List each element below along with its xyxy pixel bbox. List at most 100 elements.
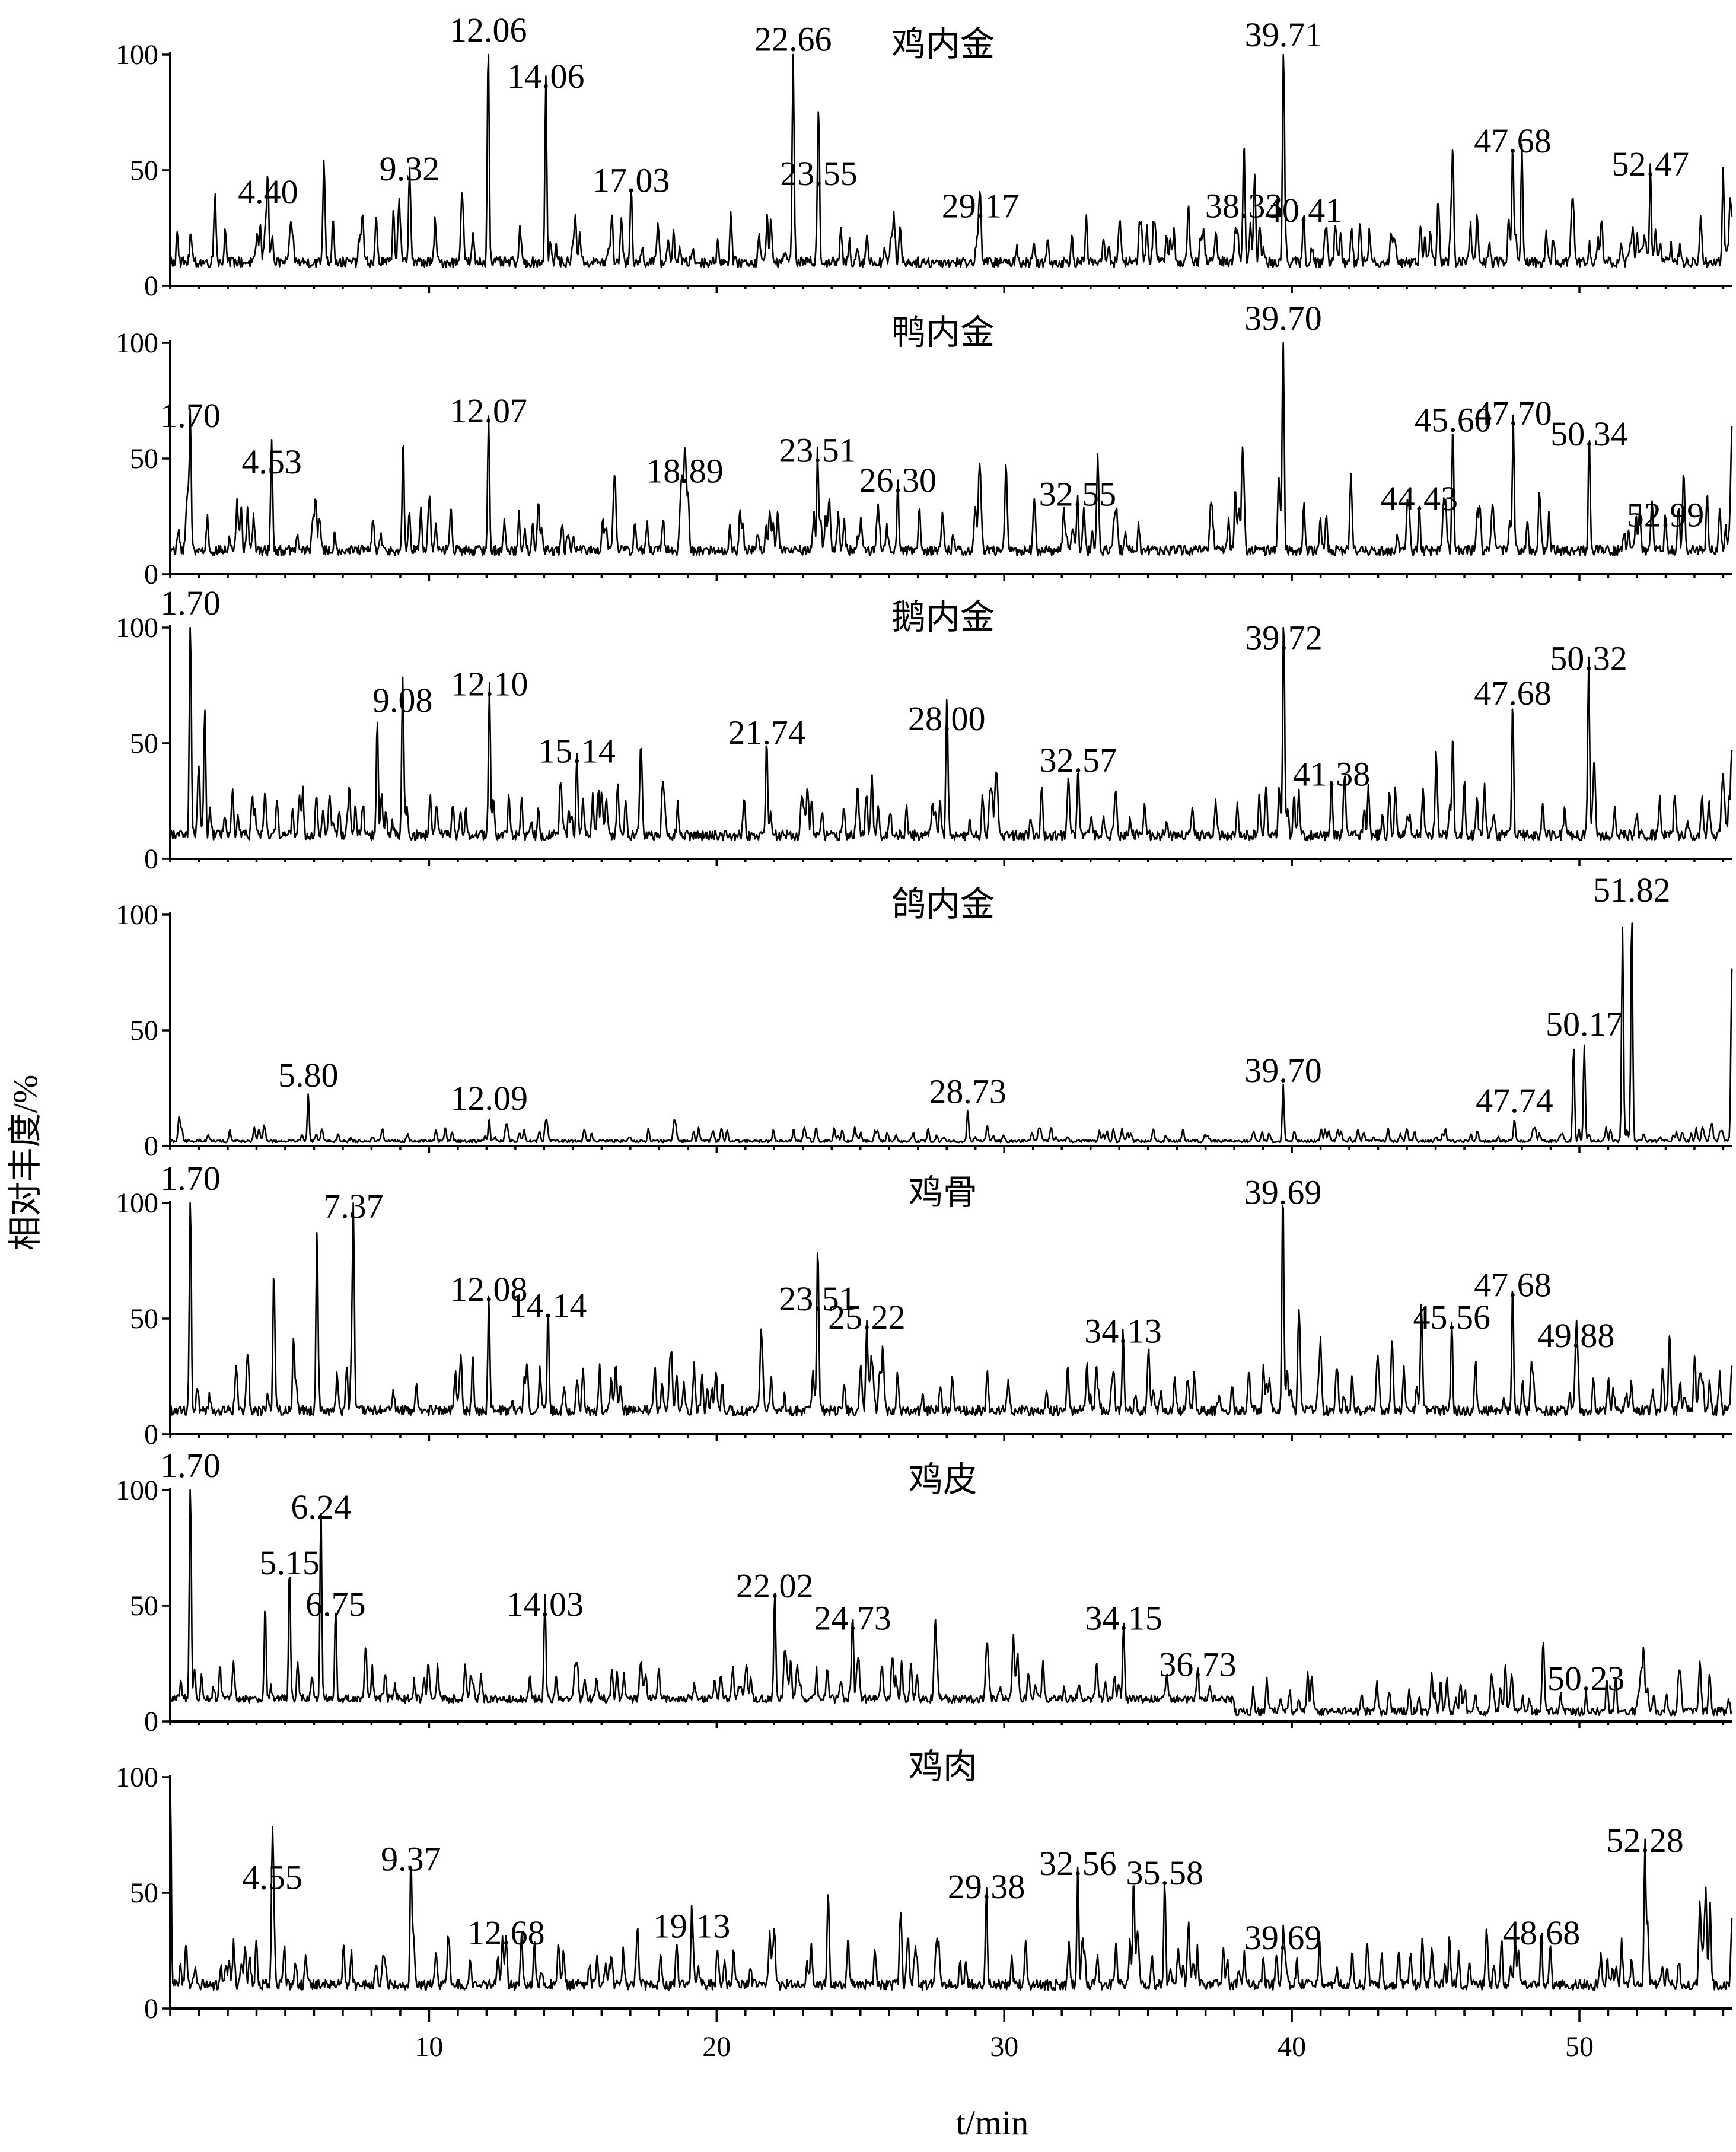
peak-label: 47.74 xyxy=(1476,1081,1553,1120)
y-tick-label: 0 xyxy=(144,1993,158,2024)
panel-title: 鹅内金 xyxy=(891,598,995,636)
peak-label: 12.09 xyxy=(451,1079,528,1118)
peak-label: 23.51 xyxy=(779,1279,856,1318)
peak-label: 32.55 xyxy=(1039,475,1117,513)
peak-label: 32.57 xyxy=(1040,741,1117,779)
peak-label: 14.14 xyxy=(509,1287,587,1325)
y-tick-label: 50 xyxy=(130,728,158,759)
peak-label: 6.75 xyxy=(305,1585,366,1623)
panel-title: 鸡骨 xyxy=(909,1173,977,1212)
x-tick-label: 30 xyxy=(990,2031,1018,2062)
peak-label: 32.56 xyxy=(1039,1844,1117,1883)
peak-label: 12.10 xyxy=(451,665,528,703)
peak-label: 9.08 xyxy=(372,681,433,720)
peak-label: 22.02 xyxy=(736,1567,814,1605)
y-tick-label: 100 xyxy=(116,1475,158,1506)
peak-label: 39.70 xyxy=(1244,299,1322,338)
y-tick-label: 0 xyxy=(144,1131,158,1162)
peak-label: 50.17 xyxy=(1546,1005,1623,1043)
peak-label: 45.60 xyxy=(1414,401,1492,440)
panel-title: 鸡皮 xyxy=(909,1460,977,1499)
panel-title: 鸡内金 xyxy=(891,25,995,63)
panel-7: 0 50 100 10 20 30 40 50 鸡肉 4.55 9.37 12.68 19.13 29.3… xyxy=(116,1747,1733,2062)
peak-label: 50.34 xyxy=(1550,415,1628,453)
y-axis-title: 相对丰度/% xyxy=(6,1075,44,1250)
peak-label: 51.82 xyxy=(1593,871,1671,909)
chromatogram-trace xyxy=(170,53,1733,269)
peak-label: 1.70 xyxy=(160,1446,221,1485)
peak-label: 4.55 xyxy=(242,1858,302,1897)
y-tick-label: 50 xyxy=(130,1015,158,1046)
peak-label: 19.13 xyxy=(653,1907,731,1946)
y-tick-label: 0 xyxy=(144,1706,158,1737)
y-tick-label: 50 xyxy=(130,1303,158,1335)
peak-label: 22.66 xyxy=(754,20,832,59)
peak-label: 49.88 xyxy=(1537,1316,1615,1355)
x-tick-label: 20 xyxy=(702,2031,731,2062)
peak-label: 40.41 xyxy=(1265,191,1343,230)
peak-label: 50.23 xyxy=(1547,1659,1625,1698)
peak-label: 39.69 xyxy=(1244,1918,1322,1957)
panel-1: 0 50 100 鸡内金 12.06 14.06 9.32 4.40 17.03 22.66 23.… xyxy=(116,11,1733,302)
y-tick-label: 100 xyxy=(116,327,158,359)
peak-label: 4.53 xyxy=(241,443,302,481)
y-tick-label: 50 xyxy=(130,1877,158,1909)
peak-label: 1.70 xyxy=(160,584,221,622)
panel-4: 0 50 100 鸽内金 5.80 12.09 28.73 39.70 47.74 50.17 51… xyxy=(116,871,1733,1162)
peak-label: 39.72 xyxy=(1245,619,1323,657)
peak-label: 39.71 xyxy=(1245,15,1323,54)
peak-label: 47.70 xyxy=(1474,394,1552,432)
peak-label: 28.73 xyxy=(929,1072,1006,1110)
peak-label: 34.13 xyxy=(1084,1311,1162,1350)
x-tick-label: 50 xyxy=(1565,2031,1594,2062)
peak-label: 9.32 xyxy=(380,149,440,188)
peak-label: 29.38 xyxy=(948,1867,1025,1906)
peak-label: 1.70 xyxy=(160,396,221,435)
peak-label: 17.03 xyxy=(593,161,670,200)
peak-label: 21.74 xyxy=(728,713,805,752)
chromatogram-trace xyxy=(169,1777,1733,1991)
peak-label: 1.70 xyxy=(160,1159,221,1198)
peak-label: 12.06 xyxy=(450,11,527,49)
peak-label: 47.68 xyxy=(1474,122,1552,160)
peak-label: 47.68 xyxy=(1474,1265,1552,1304)
y-tick-label: 50 xyxy=(130,155,158,186)
y-tick-label: 50 xyxy=(130,443,158,475)
chromatogram-trace xyxy=(169,626,1733,842)
peak-label: 6.24 xyxy=(291,1488,351,1526)
y-tick-label: 100 xyxy=(116,899,158,931)
peak-label: 39.69 xyxy=(1244,1173,1322,1211)
peak-label: 50.32 xyxy=(1550,639,1627,678)
peak-label: 23.55 xyxy=(780,154,858,193)
panel-title: 鸭内金 xyxy=(891,313,995,352)
peak-label: 45.56 xyxy=(1413,1298,1490,1336)
peak-label: 48.68 xyxy=(1503,1914,1581,1952)
peak-label: 35.58 xyxy=(1126,1854,1204,1892)
chromatogram-trace xyxy=(170,922,1733,1144)
peak-label: 41.38 xyxy=(1293,755,1371,794)
peak-label: 34.15 xyxy=(1085,1599,1162,1637)
x-tick-label: 10 xyxy=(415,2031,443,2062)
y-tick-label: 100 xyxy=(116,612,158,644)
peak-label: 52.47 xyxy=(1612,145,1690,183)
peak-label: 44.43 xyxy=(1381,479,1458,518)
panel-title: 鸡肉 xyxy=(909,1747,977,1786)
peak-label: 12.68 xyxy=(467,1914,545,1952)
x-axis-title: t/min xyxy=(956,2103,1028,2142)
peak-label: 5.15 xyxy=(259,1543,320,1582)
y-tick-label: 0 xyxy=(144,270,158,302)
peak-label: 28.00 xyxy=(908,699,986,738)
peak-label: 23.51 xyxy=(779,431,856,469)
peak-label: 36.73 xyxy=(1159,1645,1237,1683)
peak-label: 12.07 xyxy=(450,391,528,430)
peak-label: 15.14 xyxy=(538,732,616,771)
y-tick-label: 100 xyxy=(116,39,158,71)
y-tick-label: 0 xyxy=(144,1419,158,1450)
peak-label: 12.08 xyxy=(450,1270,528,1309)
peak-label: 9.37 xyxy=(381,1839,441,1878)
chromatogram-trace xyxy=(169,342,1733,557)
y-tick-label: 0 xyxy=(144,843,158,875)
